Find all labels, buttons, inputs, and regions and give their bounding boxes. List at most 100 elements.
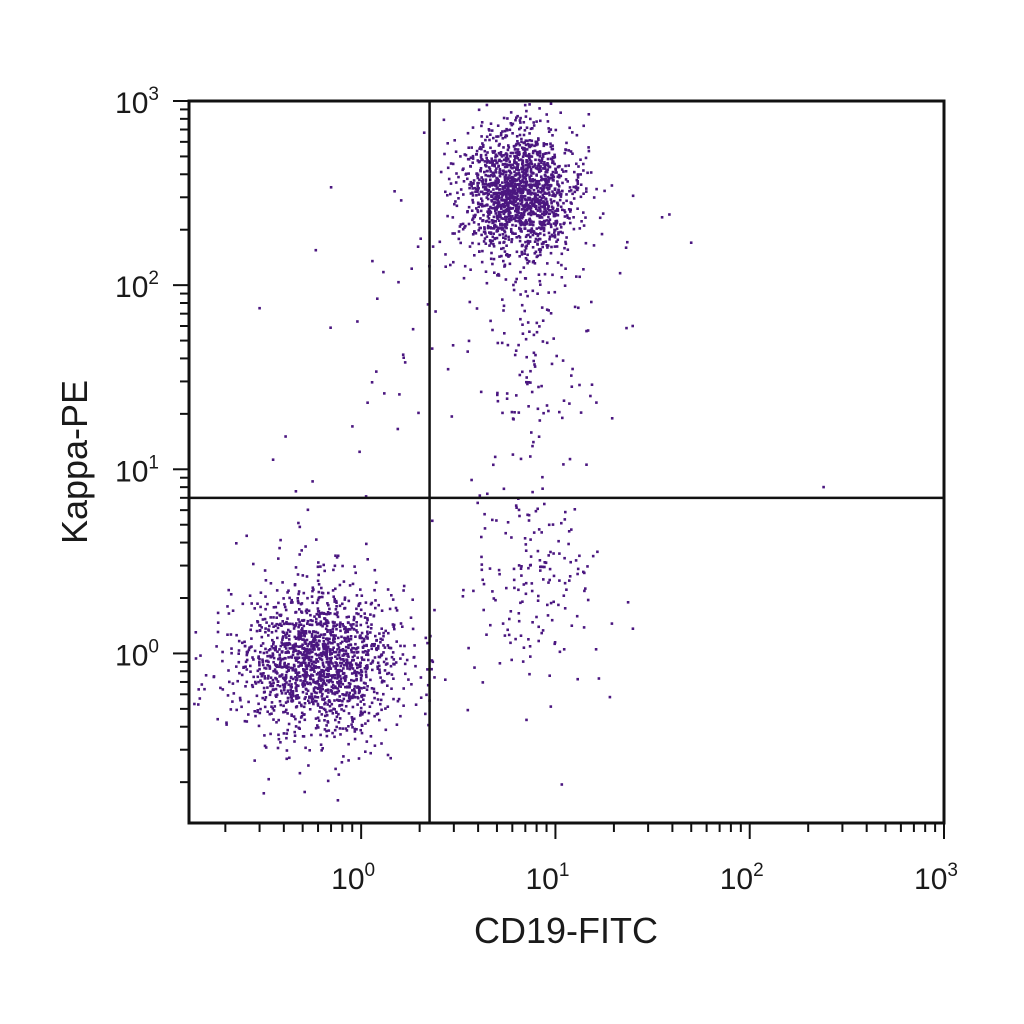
- data-point: [309, 676, 312, 679]
- data-point: [529, 555, 533, 558]
- data-point: [272, 646, 275, 650]
- data-point: [507, 193, 511, 196]
- x-tick-label: 103: [914, 860, 958, 896]
- data-point: [352, 628, 356, 631]
- data-point: [365, 675, 368, 679]
- data-point: [300, 549, 303, 552]
- data-point: [315, 643, 319, 647]
- data-point: [349, 635, 353, 638]
- data-point: [284, 647, 288, 650]
- data-point: [383, 646, 387, 649]
- data-point: [372, 614, 376, 618]
- data-point: [528, 645, 532, 648]
- data-point: [291, 601, 294, 604]
- data-point: [258, 661, 261, 664]
- data-point: [486, 224, 490, 228]
- data-point: [511, 207, 515, 210]
- data-point: [582, 224, 586, 227]
- data-point: [528, 223, 531, 226]
- data-point: [496, 274, 499, 277]
- data-point: [533, 199, 537, 202]
- data-point: [540, 159, 544, 163]
- data-point: [503, 223, 507, 226]
- data-point: [298, 675, 302, 678]
- data-point: [507, 217, 510, 221]
- data-point: [538, 279, 542, 283]
- data-point: [558, 193, 562, 196]
- data-point: [541, 340, 545, 343]
- data-point: [486, 151, 489, 154]
- data-point: [317, 647, 320, 650]
- data-point: [525, 182, 528, 186]
- data-point: [288, 679, 292, 683]
- data-point: [526, 168, 529, 171]
- data-point: [547, 554, 550, 557]
- data-point: [626, 240, 629, 244]
- data-point: [345, 663, 348, 666]
- data-point: [351, 689, 354, 692]
- data-point: [468, 183, 471, 186]
- data-point: [474, 213, 477, 217]
- data-point: [564, 240, 567, 244]
- data-point: [563, 215, 567, 218]
- data-point: [336, 554, 340, 558]
- data-point: [504, 170, 507, 174]
- data-point: [298, 664, 302, 667]
- data-point: [481, 199, 484, 203]
- data-point: [556, 207, 559, 211]
- data-point: [480, 190, 484, 194]
- data-point: [519, 567, 523, 570]
- data-point: [199, 654, 202, 657]
- data-point: [282, 622, 286, 626]
- data-point: [376, 647, 380, 650]
- data-point: [386, 672, 389, 676]
- data-point: [353, 730, 357, 733]
- data-point: [524, 143, 528, 147]
- data-point: [323, 651, 327, 654]
- data-point: [267, 674, 270, 678]
- data-point: [366, 617, 369, 620]
- data-point: [194, 657, 198, 660]
- data-point: [347, 742, 350, 746]
- data-point: [516, 114, 519, 118]
- data-point: [323, 633, 327, 636]
- data-point: [545, 244, 549, 247]
- data-point: [443, 152, 446, 156]
- data-point: [475, 149, 479, 153]
- data-point: [551, 234, 554, 238]
- data-point: [354, 635, 357, 638]
- data-point: [484, 138, 487, 142]
- data-point: [315, 601, 319, 605]
- data-point: [468, 245, 472, 248]
- data-point: [520, 303, 524, 307]
- data-point: [378, 718, 381, 722]
- data-point: [564, 178, 568, 181]
- data-point: [329, 667, 332, 670]
- data-point: [565, 214, 569, 217]
- data-point: [536, 233, 540, 236]
- data-point: [549, 128, 553, 131]
- data-point: [293, 645, 296, 649]
- data-point: [285, 732, 289, 735]
- data-point: [426, 668, 429, 671]
- data-point: [280, 641, 283, 644]
- data-point: [350, 716, 354, 719]
- data-point: [467, 146, 470, 149]
- data-point: [304, 695, 307, 699]
- data-point: [498, 233, 501, 237]
- data-point: [509, 227, 513, 231]
- data-point: [424, 712, 427, 716]
- data-point: [352, 717, 356, 721]
- data-point: [584, 216, 587, 219]
- data-point: [552, 192, 555, 196]
- data-point: [562, 201, 565, 205]
- data-point: [514, 161, 517, 164]
- data-point: [373, 568, 377, 572]
- data-point: [276, 746, 280, 750]
- data-point: [269, 582, 273, 585]
- data-point: [487, 217, 491, 220]
- data-point: [530, 162, 533, 166]
- data-point: [332, 622, 335, 625]
- data-point: [434, 310, 437, 313]
- data-point: [495, 201, 499, 205]
